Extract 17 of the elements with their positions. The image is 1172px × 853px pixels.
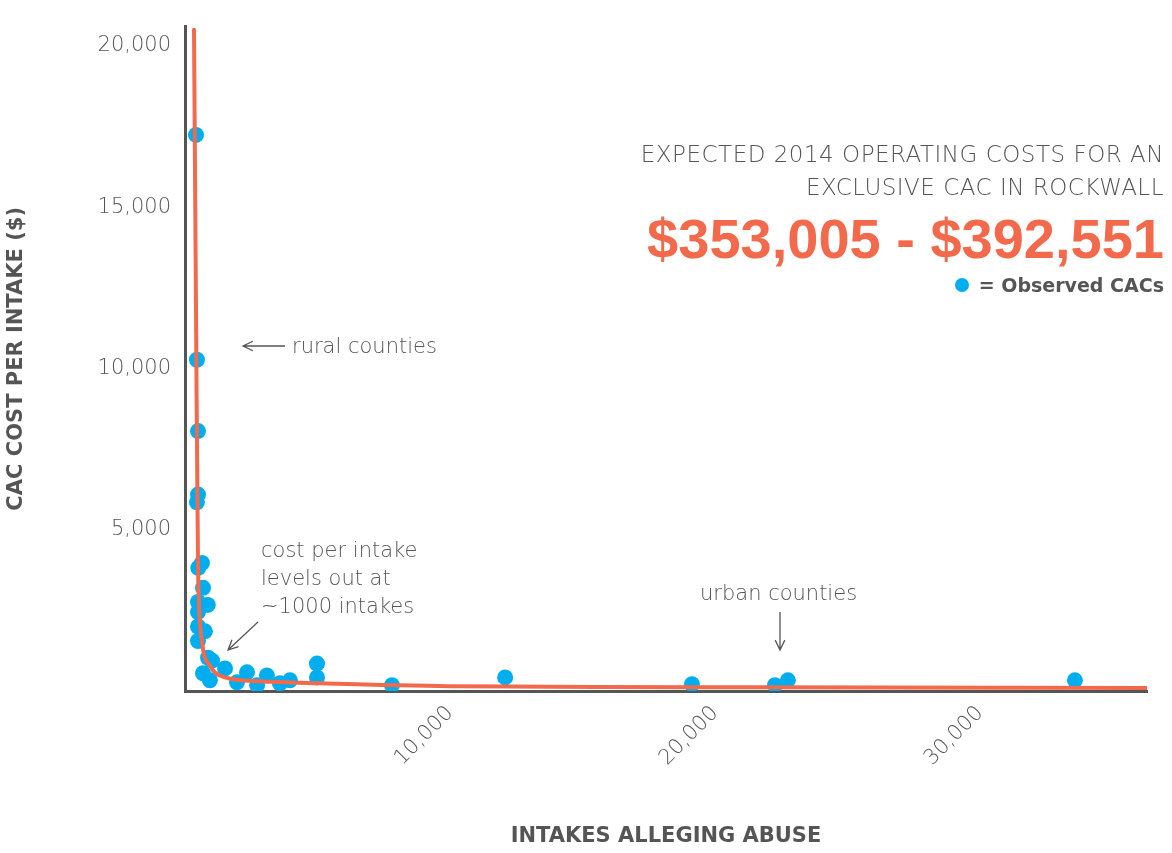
point bbox=[308, 655, 325, 672]
annotation: urban counties bbox=[700, 580, 858, 607]
point bbox=[239, 664, 256, 681]
point bbox=[497, 669, 514, 686]
y-tick-label: 5,000 bbox=[110, 516, 171, 541]
y-axis-title: CAC COST PER INTAKE ($) bbox=[3, 206, 28, 511]
y-tick-label: 15,000 bbox=[97, 193, 171, 218]
point bbox=[201, 672, 218, 689]
annotation: rural counties bbox=[292, 333, 437, 360]
y-tick-label: 20,000 bbox=[97, 32, 171, 57]
annotation: cost per intake levels out at ~1000 intakes bbox=[261, 537, 418, 620]
y-tick-label: 10,000 bbox=[97, 354, 171, 379]
legend-label: = Observed CACs bbox=[978, 274, 1164, 296]
text: $353,005 - $392,551 bbox=[646, 206, 1164, 272]
x-axis-title: INTAKES ALLEGING ABUSE bbox=[510, 822, 822, 847]
text: EXPECTED 2014 OPERATING COSTS FOR AN EXCLUSIVE CAC IN ROCKWALL bbox=[639, 140, 1164, 202]
point bbox=[217, 660, 234, 677]
